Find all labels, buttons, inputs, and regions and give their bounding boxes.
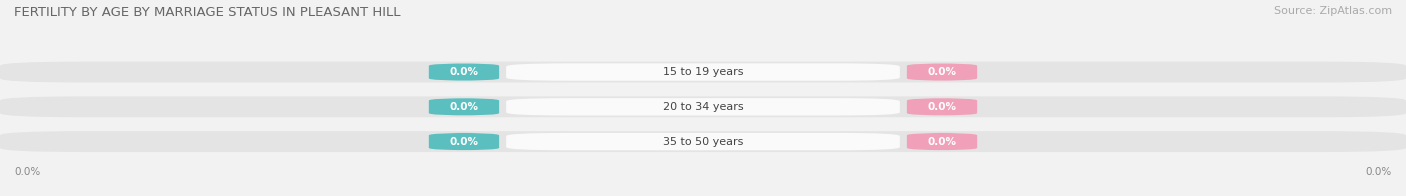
FancyBboxPatch shape [429, 133, 499, 150]
FancyBboxPatch shape [0, 62, 1406, 83]
FancyBboxPatch shape [429, 98, 499, 115]
FancyBboxPatch shape [907, 63, 977, 81]
Text: 0.0%: 0.0% [928, 137, 956, 147]
Text: 15 to 19 years: 15 to 19 years [662, 67, 744, 77]
Text: FERTILITY BY AGE BY MARRIAGE STATUS IN PLEASANT HILL: FERTILITY BY AGE BY MARRIAGE STATUS IN P… [14, 6, 401, 19]
Text: 20 to 34 years: 20 to 34 years [662, 102, 744, 112]
Text: 0.0%: 0.0% [450, 137, 478, 147]
FancyBboxPatch shape [506, 98, 900, 115]
Legend: Married, Unmarried: Married, Unmarried [620, 191, 786, 196]
Text: 0.0%: 0.0% [928, 67, 956, 77]
FancyBboxPatch shape [0, 96, 1406, 117]
FancyBboxPatch shape [506, 63, 900, 81]
Text: Source: ZipAtlas.com: Source: ZipAtlas.com [1274, 6, 1392, 16]
FancyBboxPatch shape [506, 133, 900, 150]
Text: 35 to 50 years: 35 to 50 years [662, 137, 744, 147]
Text: 0.0%: 0.0% [450, 67, 478, 77]
FancyBboxPatch shape [0, 131, 1406, 152]
FancyBboxPatch shape [429, 63, 499, 81]
Text: 0.0%: 0.0% [14, 167, 41, 177]
FancyBboxPatch shape [907, 98, 977, 115]
Text: 0.0%: 0.0% [1365, 167, 1392, 177]
Text: 0.0%: 0.0% [928, 102, 956, 112]
Text: 0.0%: 0.0% [450, 102, 478, 112]
FancyBboxPatch shape [907, 133, 977, 150]
